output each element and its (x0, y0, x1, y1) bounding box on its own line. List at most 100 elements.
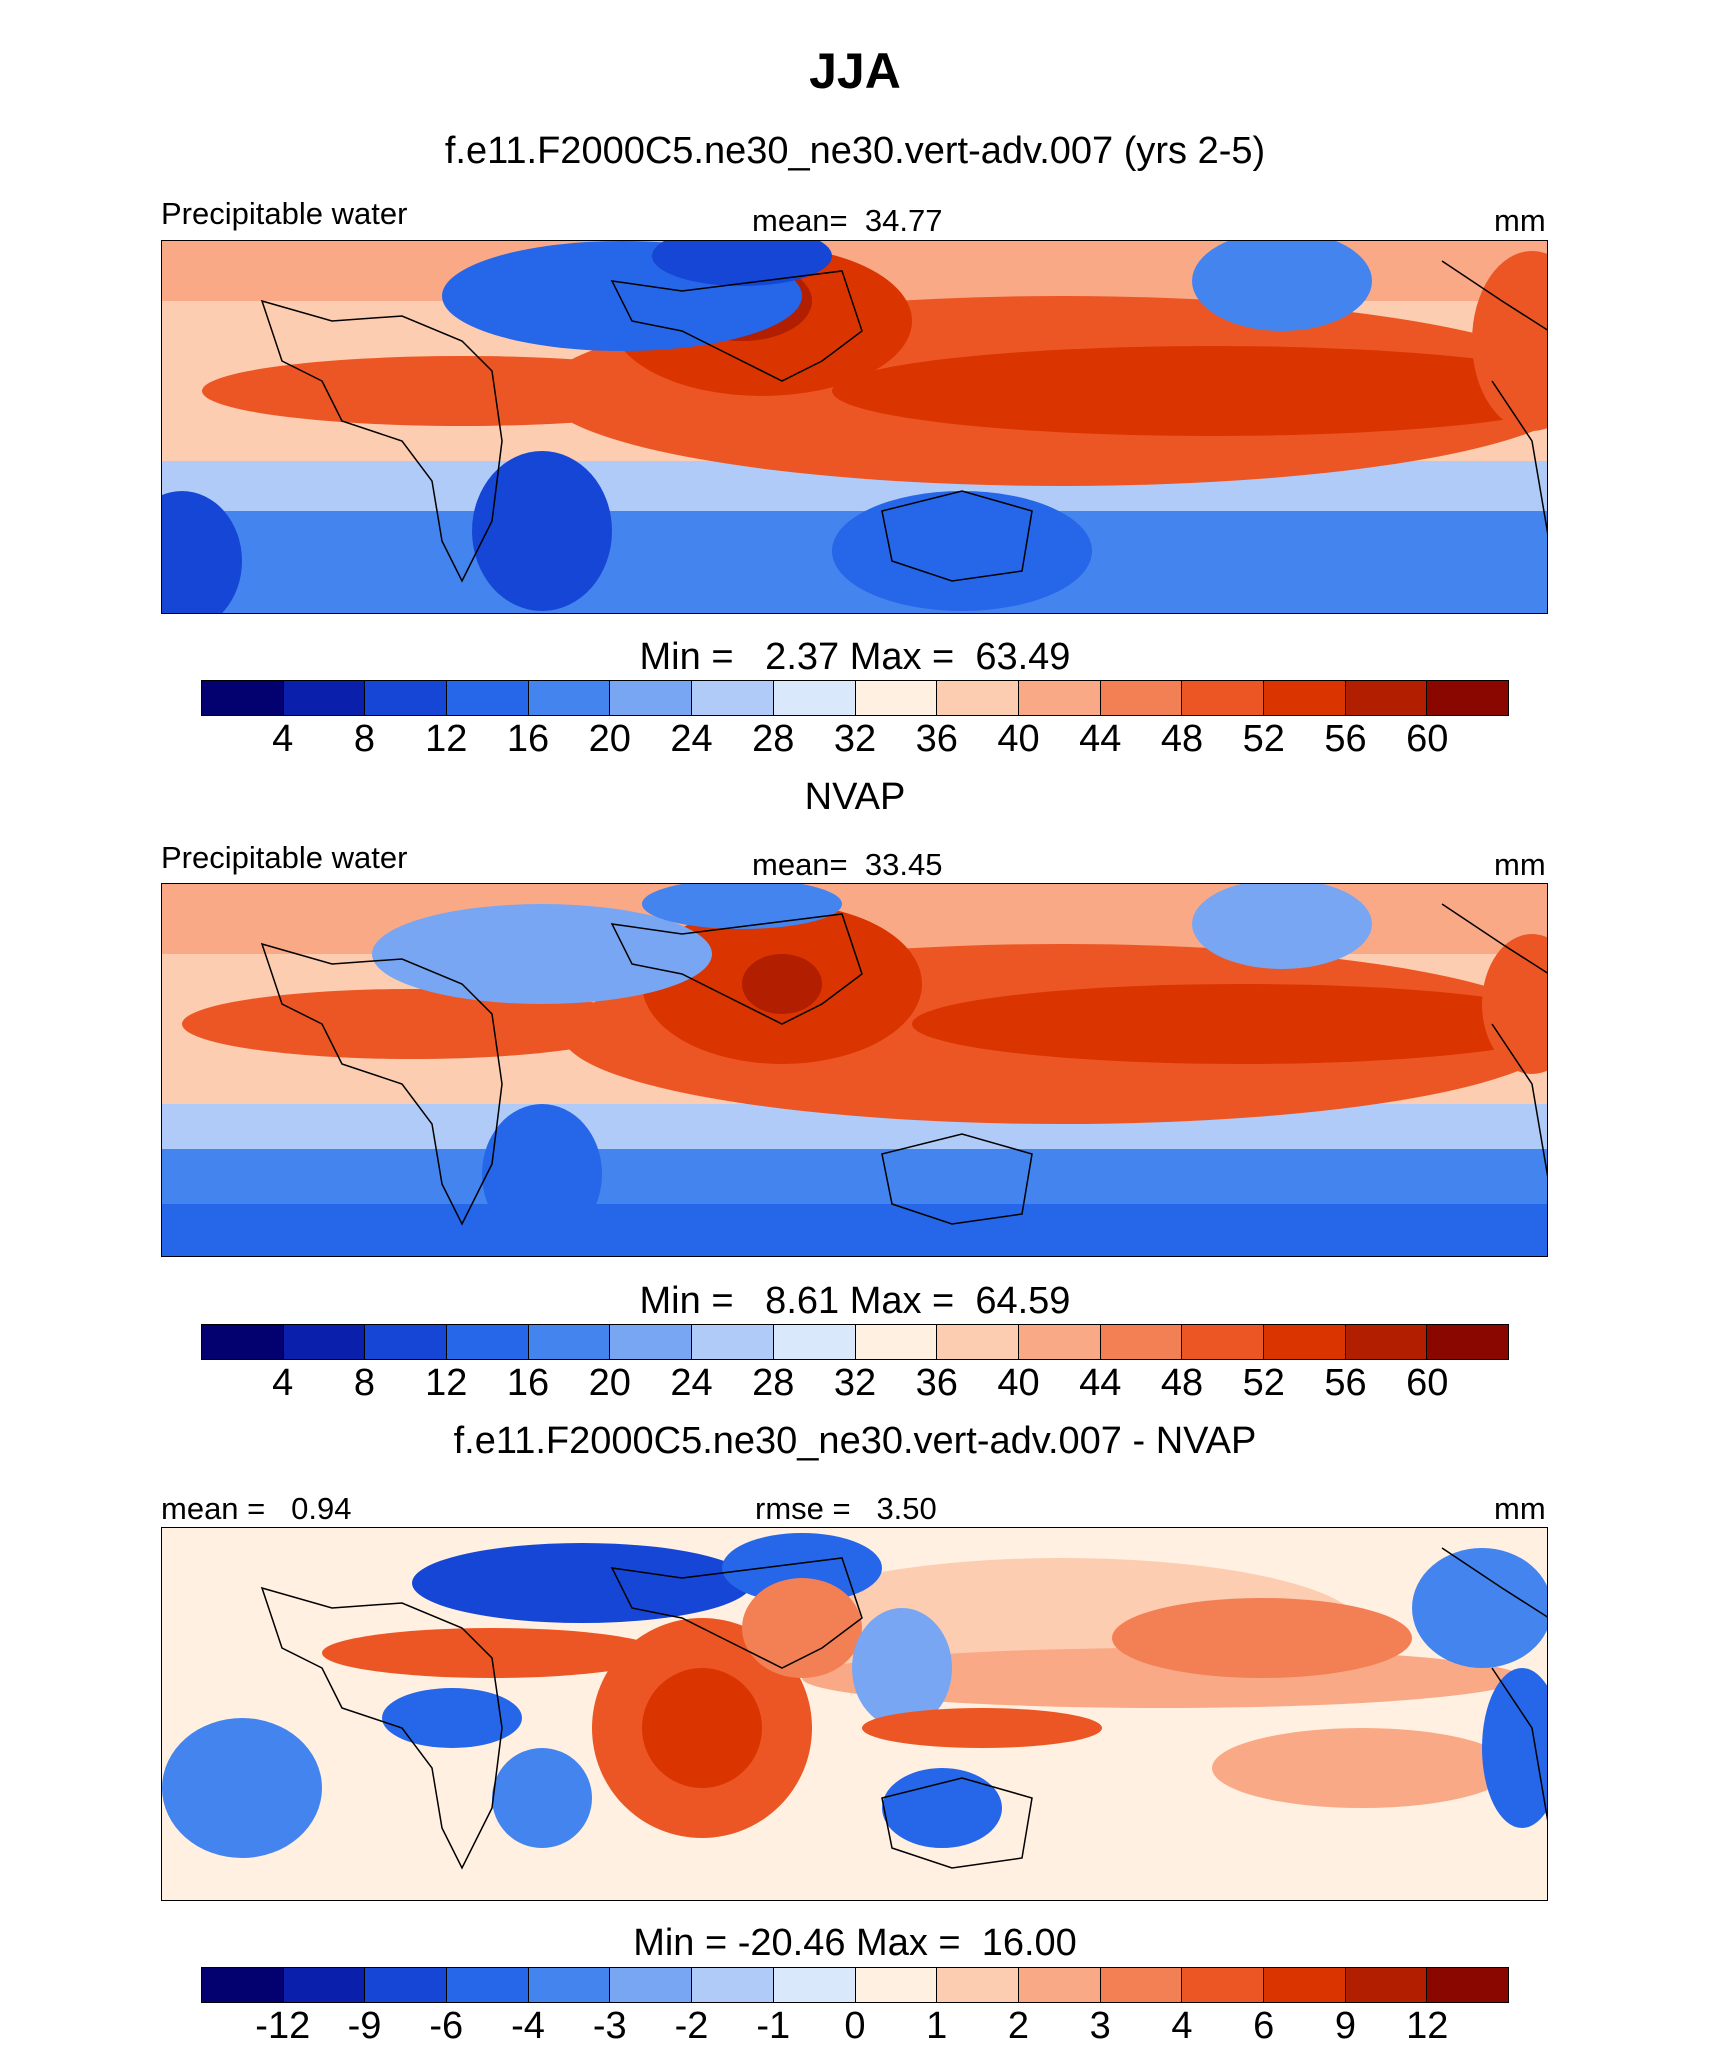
panel-2-min-max: Min = 8.61 Max = 64.59 (639, 1280, 1071, 1322)
colorbar-tick-label: 6 (1253, 2005, 1275, 2047)
panel-3-min-max: Min = -20.46 Max = 16.00 (633, 1922, 1077, 1964)
panel-3-rmse-label: rmse = 3.50 (755, 1491, 937, 1526)
colorbar-tick-label: 12 (1406, 2005, 1449, 2047)
colorbar-box (528, 681, 611, 715)
colorbar-box (1182, 1968, 1264, 2002)
colorbar-tick-label: 24 (670, 718, 713, 760)
colorbar-tick-label: 4 (1171, 2005, 1193, 2047)
panel-3-map-svg (162, 1528, 1547, 1900)
panel-1-units-label: mm (1494, 203, 1546, 238)
colorbar-box (937, 1968, 1019, 2002)
colorbar-box (447, 1325, 529, 1359)
panel-3-units-label: mm (1494, 1491, 1546, 1526)
colorbar-tick-label: 16 (506, 718, 550, 760)
colorbar-box (447, 1968, 529, 2002)
colorbar-box (1345, 1968, 1428, 2002)
colorbar-box (528, 1968, 611, 2002)
colorbar-tick-label: -4 (511, 2005, 545, 2047)
colorbar-tick-label: 52 (1242, 1362, 1285, 1404)
colorbar-tick-label: 2 (1007, 2005, 1030, 2047)
colorbar-tick-label: 4 (272, 1362, 294, 1404)
colorbar-tick-label: 8 (353, 718, 376, 760)
colorbar-tick-label: 36 (915, 718, 958, 760)
colorbar-box (855, 681, 938, 715)
colorbar-box (1263, 1968, 1346, 2002)
panel-3-colorbar (201, 1967, 1509, 2003)
colorbar-tick-label: 4 (272, 718, 294, 760)
colorbar-box (855, 1968, 938, 2002)
colorbar-tick-label: 56 (1324, 718, 1367, 760)
colorbar-tick-label: 0 (844, 2005, 866, 2047)
colorbar-box (528, 1325, 611, 1359)
colorbar-box (1263, 681, 1346, 715)
colorbar-tick-label: 16 (506, 1362, 550, 1404)
panel-2-mean-label: mean= 33.45 (752, 847, 943, 882)
panel-1-title: f.e11.F2000C5.ne30_ne30.vert-adv.007 (yr… (444, 130, 1266, 172)
colorbar-box (447, 681, 529, 715)
colorbar-box (283, 1325, 366, 1359)
colorbar-tick-label: 40 (997, 1362, 1040, 1404)
colorbar-box (1427, 1968, 1508, 2002)
colorbar-tick-label: -1 (756, 2005, 791, 2047)
colorbar-tick-label: 60 (1406, 1362, 1449, 1404)
colorbar-box (1345, 681, 1428, 715)
colorbar-tick-label: 12 (425, 1362, 468, 1404)
colorbar-box (365, 1325, 448, 1359)
panel-1-colorbar-ticks: 4 8 12 16 20 24 28 32 36 40 44 48 52 56 60 (0, 718, 1710, 768)
colorbar-tick-label: 44 (1079, 718, 1122, 760)
colorbar-tick-label: 44 (1079, 1362, 1122, 1404)
colorbar-box (1018, 1325, 1101, 1359)
panel-3-map (161, 1527, 1548, 1901)
colorbar-tick-label: 60 (1406, 718, 1449, 760)
colorbar-tick-label: 32 (833, 1362, 877, 1404)
colorbar-box (365, 681, 448, 715)
colorbar-box (1427, 681, 1508, 715)
colorbar-tick-label: 3 (1089, 2005, 1111, 2047)
colorbar-tick-label: 36 (915, 1362, 958, 1404)
colorbar-box (202, 1968, 284, 2002)
colorbar-tick-label: 8 (353, 1362, 376, 1404)
colorbar-box (773, 1325, 856, 1359)
panel-1-map (161, 240, 1548, 614)
colorbar-box (610, 681, 693, 715)
colorbar-tick-label: 28 (752, 1362, 795, 1404)
colorbar-box (610, 1325, 693, 1359)
colorbar-box (1182, 681, 1264, 715)
colorbar-box (1427, 1325, 1508, 1359)
colorbar-box (1182, 1325, 1264, 1359)
colorbar-box (365, 1968, 448, 2002)
colorbar-box (937, 681, 1019, 715)
colorbar-box (855, 1325, 938, 1359)
colorbar-tick-label: 12 (425, 718, 468, 760)
colorbar-tick-label: 20 (588, 718, 631, 760)
colorbar-tick-label: -12 (255, 2005, 311, 2047)
colorbar-box (1018, 1968, 1101, 2002)
colorbar-tick-label: 52 (1242, 718, 1285, 760)
panel-2-colorbar-ticks: 4 8 12 16 20 24 28 32 36 40 44 48 52 56 60 (0, 1362, 1710, 1412)
panel-2-title: NVAP (804, 776, 906, 818)
colorbar-box (1100, 1325, 1183, 1359)
panel-2-units-label: mm (1494, 847, 1546, 882)
colorbar-tick-label: 48 (1160, 1362, 1204, 1404)
colorbar-tick-label: 48 (1160, 718, 1204, 760)
panel-2-map (161, 883, 1548, 1257)
colorbar-tick-label: 20 (588, 1362, 631, 1404)
colorbar-tick-label: 32 (833, 718, 877, 760)
panel-1-mean-label: mean= 34.77 (752, 203, 943, 238)
colorbar-box (937, 1325, 1019, 1359)
colorbar-box (1018, 681, 1101, 715)
colorbar-box (692, 681, 774, 715)
colorbar-box (692, 1325, 774, 1359)
colorbar-tick-label: 9 (1334, 2005, 1357, 2047)
colorbar-tick-label: 56 (1324, 1362, 1367, 1404)
colorbar-box (692, 1968, 774, 2002)
panel-3-title: f.e11.F2000C5.ne30_ne30.vert-adv.007 - N… (453, 1420, 1257, 1462)
colorbar-tick-label: 28 (752, 718, 795, 760)
colorbar-tick-label: -2 (674, 2005, 709, 2047)
colorbar-box (773, 681, 856, 715)
colorbar-box (1100, 681, 1183, 715)
panel-1-colorbar (201, 680, 1509, 716)
colorbar-box (1263, 1325, 1346, 1359)
panel-1-min-max: Min = 2.37 Max = 63.49 (639, 636, 1071, 678)
colorbar-box (610, 1968, 693, 2002)
